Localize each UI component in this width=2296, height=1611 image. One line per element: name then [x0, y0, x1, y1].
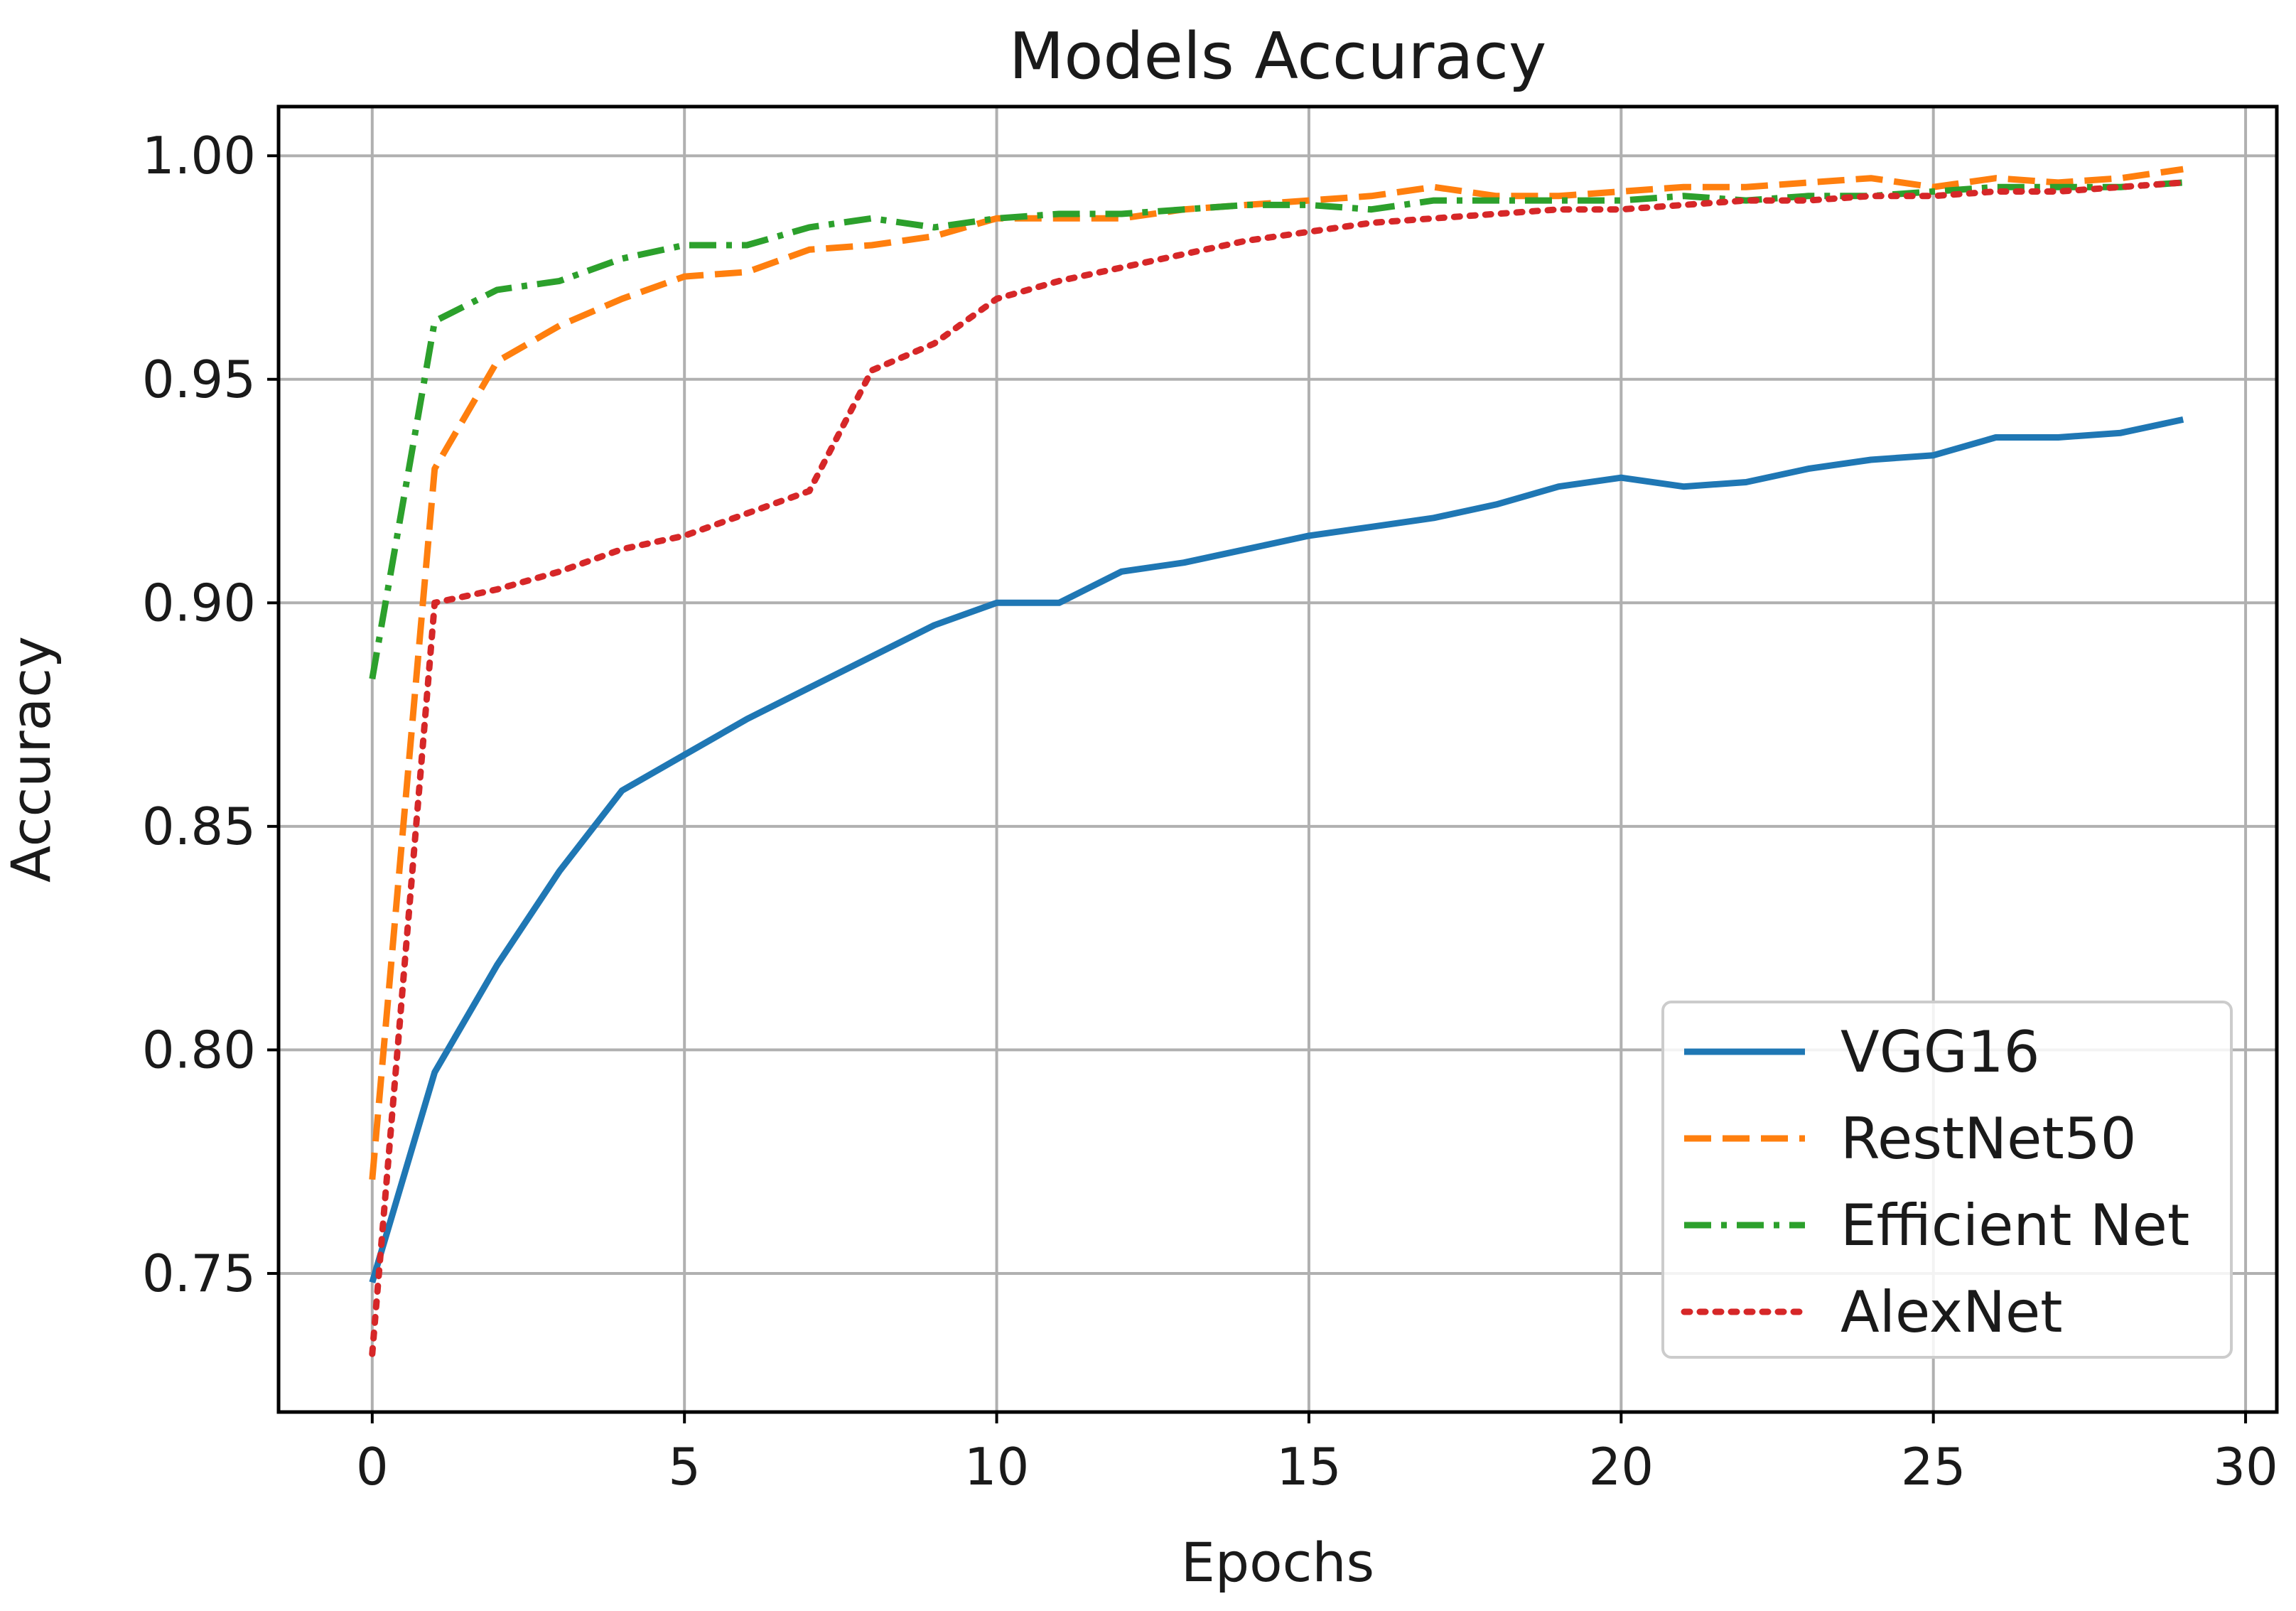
- y-tick-label: 0.95: [142, 350, 256, 409]
- legend: VGG16 RestNet50 Efficient Net AlexNet: [1661, 1001, 2233, 1359]
- y-tick-label: 0.80: [142, 1020, 256, 1079]
- x-tick-label: 15: [1276, 1437, 1342, 1497]
- x-tick-label: 0: [356, 1437, 389, 1497]
- x-tick-label: 25: [1901, 1437, 1966, 1497]
- y-axis-label: Accuracy: [0, 636, 63, 883]
- series-line-vgg16: [369, 416, 2184, 1283]
- x-tick-label: 5: [668, 1437, 701, 1497]
- y-tick-label: 0.90: [142, 573, 256, 632]
- series-line-alexnet: [369, 179, 2187, 1357]
- y-tick-label: 0.85: [142, 797, 256, 856]
- chart-title: Models Accuracy: [1009, 19, 1547, 94]
- series-lines: [369, 166, 2187, 1357]
- x-tick-label: 20: [1589, 1437, 1654, 1497]
- legend-label: Efficient Net: [1840, 1192, 2189, 1259]
- ticks: 0 5 10 15 20 25 30 0.75 0.80 0.85 0.90 0.95 1.00: [142, 126, 2278, 1497]
- x-tick-label: 10: [964, 1437, 1030, 1497]
- y-tick-label: 0.75: [142, 1244, 256, 1303]
- x-tick-label: 30: [2213, 1437, 2278, 1497]
- legend-label: RestNet50: [1840, 1106, 2136, 1172]
- y-tick-label: 1.00: [142, 126, 256, 185]
- series-line-restnet50: [369, 166, 2184, 1180]
- legend-label: AlexNet: [1840, 1279, 2063, 1345]
- x-axis-label: Epochs: [1181, 1531, 1374, 1594]
- plot-frame: [276, 104, 2279, 1414]
- legend-label: VGG16: [1840, 1019, 2040, 1085]
- grid: [279, 107, 2277, 1412]
- legend-box: [1661, 1001, 2233, 1359]
